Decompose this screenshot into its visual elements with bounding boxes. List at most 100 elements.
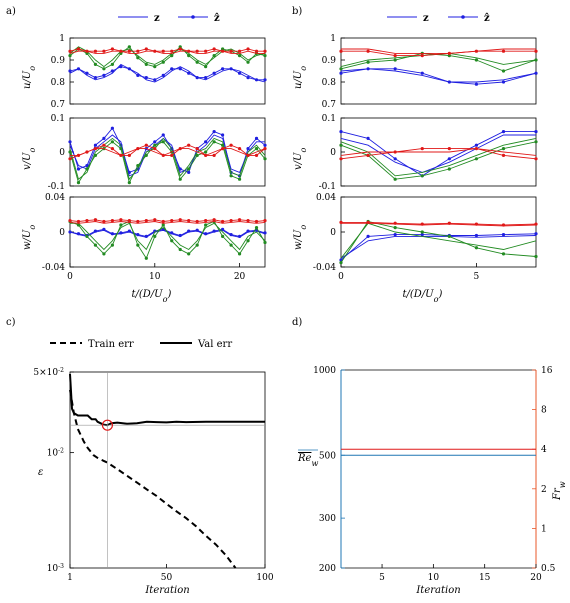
- data-point-green: [254, 226, 259, 230]
- data-point-green: [447, 167, 451, 171]
- data-point-red: [221, 49, 225, 53]
- data-point-blue: [263, 231, 267, 235]
- data-point-red: [161, 153, 165, 157]
- data-point-green: [93, 62, 98, 66]
- data-point-blue: [102, 73, 106, 77]
- data-point-red: [254, 49, 259, 53]
- data-point-red: [212, 47, 216, 51]
- data-point-green: [136, 164, 140, 168]
- ytick-label-a_w: -0.04: [42, 263, 65, 273]
- series-line--green: [340, 141, 537, 180]
- legend-b-zhat-label: ẑ: [484, 13, 490, 24]
- ytick-label-b_w: -0.04: [313, 263, 336, 273]
- data-point-green: [420, 230, 424, 234]
- data-point-blue: [144, 76, 148, 80]
- data-point-green: [195, 60, 199, 64]
- data-point-red: [170, 49, 174, 53]
- data-point-blue: [339, 71, 343, 75]
- y2tick-label-d: 1: [541, 524, 547, 534]
- y2tick-label-d: 16: [541, 366, 553, 376]
- data-point-blue: [221, 67, 225, 71]
- data-point-green: [447, 54, 451, 58]
- data-point-red: [102, 143, 106, 147]
- data-point-red: [76, 153, 81, 157]
- ytick-label-c: 5×10-2: [33, 367, 64, 379]
- data-point-blue: [339, 130, 343, 134]
- data-point-blue: [178, 167, 182, 171]
- series-line--red: [340, 148, 537, 160]
- data-point-red: [119, 153, 123, 157]
- series-line-z-red: [69, 50, 265, 54]
- ytick-label-d: 200: [319, 564, 336, 574]
- data-point-red: [170, 153, 174, 157]
- data-point-blue: [212, 130, 216, 134]
- data-point-red: [339, 220, 343, 224]
- data-point-blue: [187, 71, 191, 75]
- series-line--blue: [340, 131, 536, 177]
- data-point-red: [136, 219, 140, 224]
- data-point-blue: [212, 229, 216, 233]
- data-point-blue: [263, 78, 267, 82]
- data-point-green: [237, 177, 242, 181]
- data-point-blue: [127, 170, 131, 174]
- ytick-label-b_u: 0.9: [322, 56, 337, 66]
- data-point-red: [195, 147, 199, 151]
- data-point-green: [187, 167, 191, 171]
- data-point-red: [119, 49, 123, 53]
- y2tick-label-d: 4: [541, 445, 547, 455]
- data-point-red: [420, 54, 424, 58]
- data-point-blue: [102, 227, 106, 231]
- data-point-green: [501, 69, 506, 73]
- data-point-blue: [127, 67, 131, 71]
- series-line-z-blue: [69, 63, 266, 83]
- data-point-green: [110, 243, 114, 247]
- xlabel-b_w: t/(D/Uo): [403, 289, 443, 304]
- ytick-label-b_u: 0.7: [322, 100, 337, 110]
- data-point-green: [119, 51, 123, 56]
- legend-a: z ẑ: [118, 13, 220, 24]
- ylabel-a_v: v/Uo: [22, 148, 37, 170]
- data-point-green: [237, 252, 242, 256]
- data-point-green: [212, 140, 216, 144]
- data-point-green: [246, 60, 250, 64]
- data-point-green: [102, 252, 106, 256]
- series-line-z-red: [340, 148, 537, 156]
- series-line-z-green: [69, 46, 266, 68]
- data-point-red: [447, 221, 451, 225]
- data-point-red: [110, 219, 114, 223]
- data-point-blue: [393, 67, 397, 71]
- data-point-red: [119, 218, 123, 222]
- data-point-blue: [501, 130, 506, 134]
- data-point-red: [212, 153, 216, 157]
- data-point-red: [204, 219, 208, 223]
- xlabel-a_w: t/(D/Uo): [132, 289, 172, 304]
- data-point-red: [221, 147, 225, 151]
- data-point-green: [119, 223, 123, 227]
- data-point-red: [144, 219, 148, 223]
- data-point-red: [85, 219, 89, 223]
- data-point-green: [144, 62, 148, 66]
- xtick-label-d: 5: [379, 573, 385, 583]
- ylabel-a_u: u/Uo: [22, 66, 37, 89]
- ytick-label-a_u: 0.8: [51, 78, 66, 88]
- data-point-green: [170, 239, 174, 243]
- ytick-label-a_v: -0.1: [48, 182, 65, 192]
- legend-b: z ẑ: [387, 13, 490, 24]
- xtick-label-c: 50: [161, 573, 173, 583]
- ytick-label-b_w: 0.04: [316, 193, 336, 203]
- data-point-blue: [85, 164, 89, 168]
- data-point-green: [339, 67, 343, 71]
- xtick-label-a_w: 10: [149, 272, 161, 282]
- ytick-label-c: 10-3: [47, 563, 64, 575]
- data-point-blue: [93, 229, 98, 233]
- data-point-blue: [76, 232, 81, 236]
- series-line-z-green: [340, 137, 537, 177]
- data-point-red: [161, 219, 165, 224]
- data-point-blue: [170, 231, 174, 235]
- data-point-green: [501, 252, 506, 256]
- data-point-red: [501, 223, 506, 227]
- data-point-green: [76, 181, 81, 185]
- data-point-green: [393, 58, 397, 62]
